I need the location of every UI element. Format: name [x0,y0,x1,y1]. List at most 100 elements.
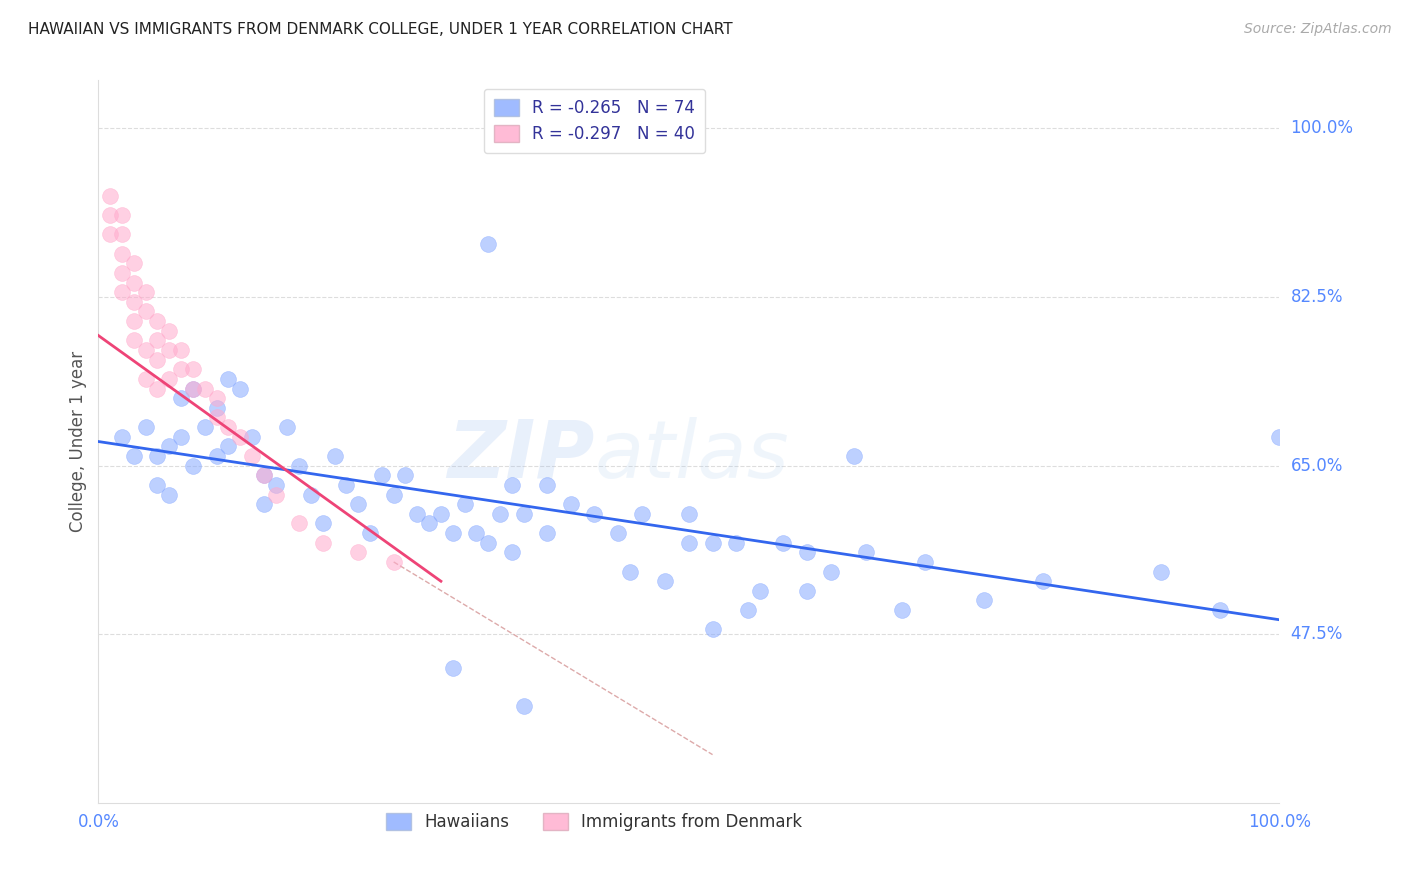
Point [489,507,512,521]
Point [335,478,357,492]
Text: atlas: atlas [595,417,789,495]
Point [122,314,145,328]
Point [253,468,276,483]
Text: Source: ZipAtlas.com: Source: ZipAtlas.com [1244,22,1392,37]
Point [181,458,204,473]
Point [205,391,228,405]
Point [406,507,429,521]
Point [135,372,157,386]
Point [276,420,298,434]
Point [359,526,381,541]
Text: 82.5%: 82.5% [1291,288,1343,306]
Point [194,382,217,396]
Point [890,603,912,617]
Point [702,623,724,637]
Point [170,430,193,444]
Point [312,535,335,549]
Point [477,535,499,549]
Point [170,391,193,405]
Point [394,468,416,483]
Point [111,285,134,300]
Point [146,334,169,348]
Point [512,507,534,521]
Point [382,555,405,569]
Point [181,382,204,396]
Point [111,266,134,280]
Point [772,535,794,549]
Point [146,314,169,328]
Point [205,449,228,463]
Point [748,583,770,598]
Point [477,237,499,252]
Point [122,334,145,348]
Point [441,526,464,541]
Point [630,507,652,521]
Point [157,343,180,357]
Point [146,352,169,367]
Point [796,583,818,598]
Point [98,208,121,222]
Point [205,410,228,425]
Point [702,535,724,549]
Point [323,449,346,463]
Point [619,565,641,579]
Point [914,555,936,569]
Point [146,382,169,396]
Point [157,439,180,453]
Point [122,449,145,463]
Point [194,420,217,434]
Point [973,593,995,607]
Text: 47.5%: 47.5% [1291,625,1343,643]
Point [654,574,676,589]
Point [299,487,322,501]
Point [111,208,134,222]
Point [737,603,759,617]
Point [146,478,169,492]
Point [855,545,877,559]
Point [288,458,311,473]
Point [418,516,440,531]
Point [253,497,276,511]
Point [240,449,263,463]
Point [264,478,287,492]
Point [1209,603,1232,617]
Point [135,420,157,434]
Point [229,430,252,444]
Point [170,343,193,357]
Point [607,526,630,541]
Point [382,487,405,501]
Point [217,439,239,453]
Point [441,661,464,675]
Point [135,343,157,357]
Text: 100.0%: 100.0% [1291,120,1354,137]
Point [122,294,145,309]
Point [678,535,700,549]
Y-axis label: College, Under 1 year: College, Under 1 year [69,351,87,533]
Point [229,382,252,396]
Point [170,362,193,376]
Point [796,545,818,559]
Point [181,362,204,376]
Text: ZIP: ZIP [447,417,595,495]
Point [1032,574,1054,589]
Point [111,227,134,242]
Point [560,497,582,511]
Point [111,246,134,260]
Point [453,497,475,511]
Point [844,449,866,463]
Point [288,516,311,531]
Point [157,372,180,386]
Point [371,468,394,483]
Point [347,497,370,511]
Point [181,382,204,396]
Point [536,526,558,541]
Point [111,430,134,444]
Point [347,545,370,559]
Point [264,487,287,501]
Point [820,565,842,579]
Point [465,526,488,541]
Point [253,468,276,483]
Point [157,487,180,501]
Point [501,545,523,559]
Point [1268,430,1291,444]
